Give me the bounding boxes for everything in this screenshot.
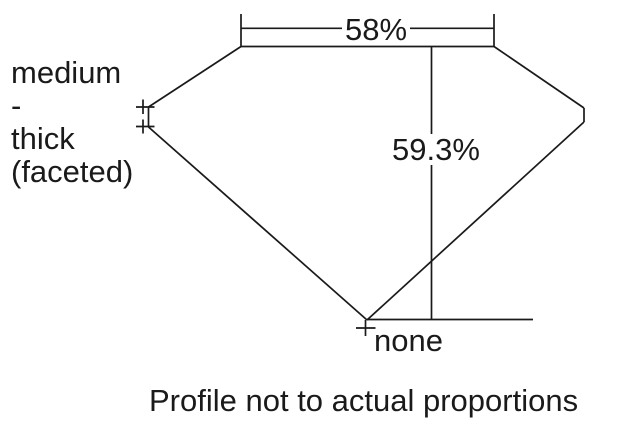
caption-text: Profile not to actual proportions xyxy=(149,383,579,418)
crown-left-line xyxy=(148,45,242,108)
pavilion-right-line xyxy=(366,121,585,321)
girdle-label-line-3: thick xyxy=(11,121,75,156)
depth-percent-label: 59.3% xyxy=(389,134,483,165)
girdle-label-line-2: - xyxy=(11,88,22,123)
pavilion-left-line xyxy=(147,126,368,321)
table-width-percent-label: 58% xyxy=(341,14,411,45)
girdle-label-line-4: (faceted) xyxy=(11,154,134,189)
girdle-label-line-1: medium xyxy=(11,55,122,90)
culet-label: none xyxy=(374,323,443,358)
girdle-thickness-label: medium - thick (faceted) xyxy=(11,56,133,188)
crown-right-line xyxy=(493,45,585,109)
